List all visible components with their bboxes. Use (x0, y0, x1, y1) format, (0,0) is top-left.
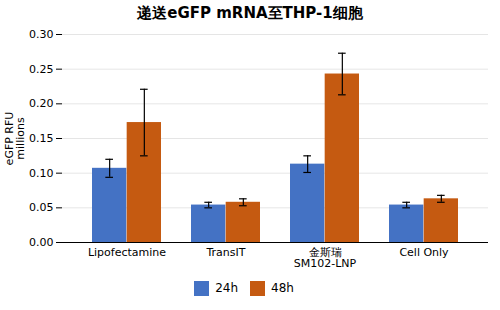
html-text:48h: 48h (271, 281, 294, 295)
svg-text:0.00: 0.00 (29, 236, 54, 249)
svg-text:TransIT: TransIT (205, 246, 245, 259)
svg-text:0.05: 0.05 (29, 201, 54, 214)
svg-text:0.20: 0.20 (29, 97, 54, 110)
svg-text:eGFP RFUmillions: eGFP RFUmillions (3, 112, 27, 166)
svg-text:0.30: 0.30 (29, 28, 54, 41)
svg-text:Cell Only: Cell Only (399, 246, 449, 259)
html-text:递送eGFP mRNA至THP-1细胞: 递送eGFP mRNA至THP-1细胞 (137, 4, 363, 22)
svg-text:0.10: 0.10 (29, 167, 54, 180)
svg-text:0.25: 0.25 (29, 63, 54, 76)
html-text:24h: 24h (215, 281, 238, 295)
svg-text:Lipofectamine: Lipofectamine (88, 246, 166, 259)
svg-text:金斯瑞SM102-LNP: 金斯瑞SM102-LNP (294, 246, 357, 270)
svg-text:0.15: 0.15 (29, 132, 54, 145)
